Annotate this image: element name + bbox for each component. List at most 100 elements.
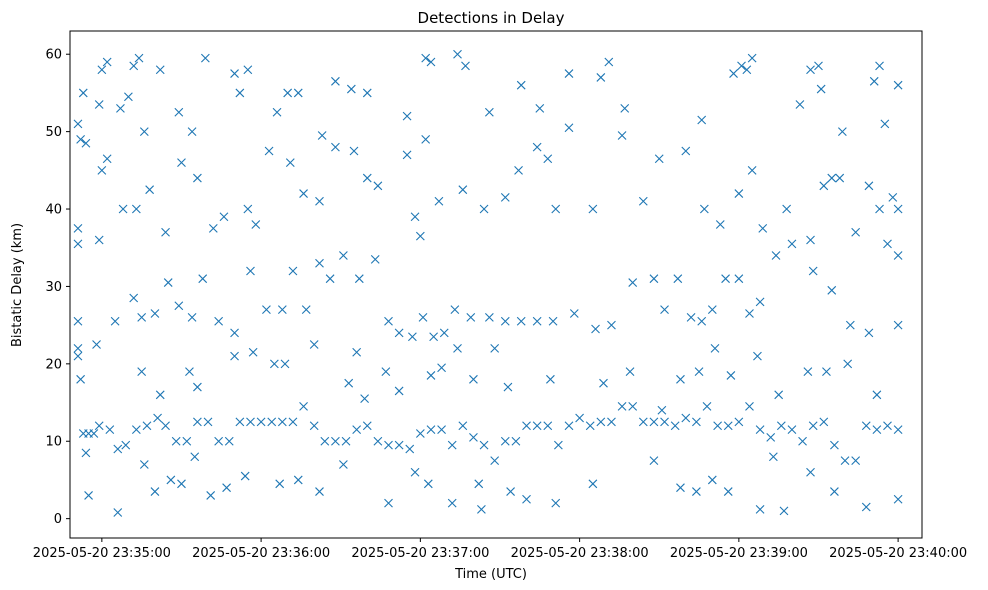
data-point <box>880 119 890 129</box>
data-point <box>373 181 383 191</box>
data-point <box>806 467 815 477</box>
data-point <box>872 390 882 400</box>
data-point <box>766 432 776 442</box>
data-point <box>546 374 555 384</box>
data-point <box>673 274 683 284</box>
data-point <box>503 382 513 392</box>
data-point <box>429 332 439 342</box>
data-point <box>466 313 476 322</box>
data-point <box>599 378 608 388</box>
data-point <box>193 173 202 183</box>
data-point <box>426 425 436 435</box>
data-point <box>660 305 669 315</box>
data-point <box>248 347 258 357</box>
data-point <box>131 425 141 435</box>
data-point <box>564 69 574 78</box>
data-point <box>262 305 271 315</box>
data-point <box>174 301 184 311</box>
data-point <box>360 394 370 404</box>
data-point <box>835 173 845 183</box>
data-point <box>864 181 874 191</box>
data-point <box>309 421 319 431</box>
data-point <box>514 165 523 175</box>
data-point <box>753 351 762 361</box>
data-point <box>139 460 149 469</box>
data-point <box>840 456 850 465</box>
data-point <box>649 417 659 427</box>
data-point <box>450 305 460 315</box>
data-point <box>394 386 404 396</box>
data-point <box>283 88 293 98</box>
data-point <box>822 367 831 376</box>
data-point <box>219 212 229 222</box>
data-point <box>131 204 141 214</box>
data-point <box>620 104 630 113</box>
data-point <box>522 494 531 504</box>
data-point <box>713 421 723 431</box>
data-point <box>479 204 489 214</box>
data-point <box>564 123 574 133</box>
data-point <box>426 57 436 67</box>
data-point <box>490 456 500 465</box>
data-points <box>73 49 903 517</box>
data-point <box>102 57 112 67</box>
data-point <box>694 367 704 376</box>
data-point <box>118 204 128 214</box>
data-point <box>535 104 545 113</box>
data-point <box>437 363 446 373</box>
data-point <box>702 402 712 411</box>
data-point <box>203 417 213 427</box>
data-point <box>649 456 659 465</box>
data-point <box>543 421 553 431</box>
data-point <box>588 204 598 214</box>
data-point <box>73 223 83 233</box>
data-point <box>575 413 584 423</box>
data-point <box>277 305 287 315</box>
data-point <box>402 150 412 160</box>
data-point <box>73 351 83 361</box>
data-point <box>484 107 494 117</box>
data-point <box>272 107 282 117</box>
data-point <box>142 421 152 431</box>
data-point <box>726 371 736 380</box>
data-point <box>776 421 786 431</box>
data-point <box>315 258 324 268</box>
data-point <box>453 49 462 59</box>
data-point <box>381 367 391 376</box>
data-point <box>341 436 351 446</box>
data-point <box>373 436 383 446</box>
x-tick-label: 2025-05-20 23:36:00 <box>192 546 330 561</box>
data-point <box>92 340 101 349</box>
x-tick-label: 2025-05-20 23:37:00 <box>351 546 489 561</box>
data-point <box>362 421 372 431</box>
data-point <box>768 452 778 462</box>
data-point <box>734 417 744 427</box>
data-point <box>447 440 457 450</box>
data-point <box>81 138 91 148</box>
data-point <box>251 220 261 229</box>
data-point <box>402 111 412 121</box>
data-point <box>434 196 444 206</box>
data-point <box>338 251 348 260</box>
data-point <box>214 316 224 326</box>
y-tick-label: 30 <box>45 280 62 295</box>
data-point <box>182 436 192 446</box>
data-point <box>676 374 685 384</box>
data-point <box>692 487 701 496</box>
data-point <box>816 84 826 94</box>
data-point <box>543 154 553 164</box>
data-point <box>76 134 86 144</box>
data-point <box>734 274 744 284</box>
data-point <box>806 235 815 245</box>
data-point <box>293 88 303 98</box>
data-point <box>410 212 420 222</box>
data-point <box>198 274 208 284</box>
data-point <box>875 61 884 71</box>
data-point <box>742 65 752 75</box>
data-point <box>617 131 627 140</box>
data-point <box>437 425 446 435</box>
data-point <box>814 61 823 71</box>
data-point <box>137 367 147 376</box>
data-point <box>596 417 606 427</box>
data-point <box>830 440 839 450</box>
